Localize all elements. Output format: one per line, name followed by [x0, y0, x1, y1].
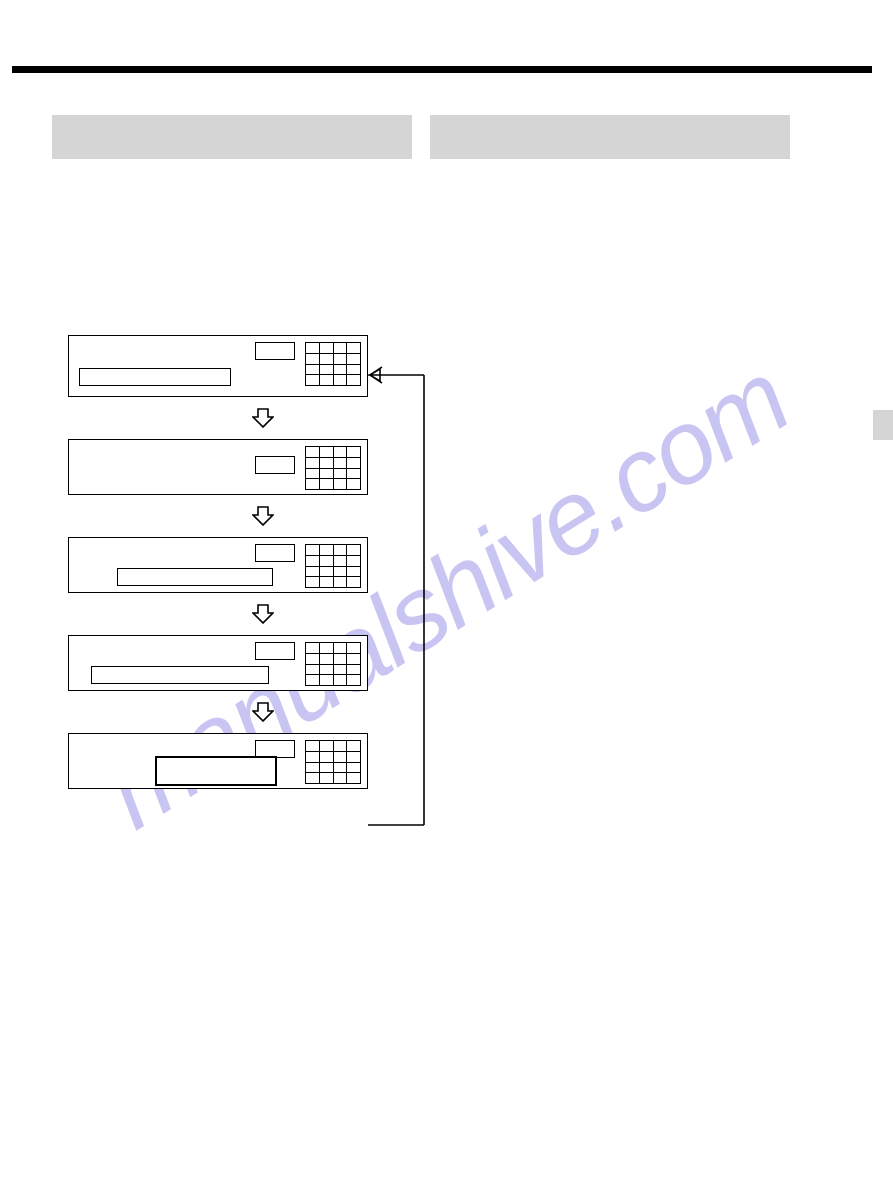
- slot-rect: [117, 568, 273, 586]
- flow-step-3: [68, 537, 368, 593]
- display-rect: [255, 642, 295, 660]
- slot-rect: [155, 756, 277, 786]
- flowchart-diagram: [68, 335, 428, 789]
- display-rect: [255, 544, 295, 562]
- chevron-down-icon: [252, 701, 274, 723]
- side-margin-tab: [873, 410, 893, 440]
- keypad-grid-icon: [305, 544, 361, 588]
- right-heading-bar: [430, 115, 790, 159]
- keypad-grid-icon: [305, 446, 361, 490]
- chevron-down-icon: [252, 407, 274, 429]
- arrow-down-1: [68, 397, 368, 439]
- flow-step-1: [68, 335, 368, 397]
- flow-step-2: [68, 439, 368, 495]
- arrow-down-4: [68, 691, 368, 733]
- arrow-down-2: [68, 495, 368, 537]
- slot-rect: [79, 368, 231, 386]
- keypad-grid-icon: [305, 642, 361, 686]
- page-container: [0, 0, 893, 1191]
- left-heading-bar: [52, 115, 412, 159]
- return-arrow-icon: [368, 335, 446, 850]
- display-rect: [255, 342, 295, 360]
- left-column: [52, 115, 412, 159]
- chevron-down-icon: [252, 505, 274, 527]
- keypad-grid-icon: [305, 342, 361, 386]
- chevron-down-icon: [252, 603, 274, 625]
- flow-step-5: [68, 733, 368, 789]
- top-horizontal-rule: [12, 66, 872, 73]
- flow-step-4: [68, 635, 368, 691]
- right-column: [430, 115, 790, 159]
- slot-rect: [91, 666, 269, 684]
- keypad-grid-icon: [305, 740, 361, 784]
- display-rect: [255, 456, 295, 474]
- arrow-down-3: [68, 593, 368, 635]
